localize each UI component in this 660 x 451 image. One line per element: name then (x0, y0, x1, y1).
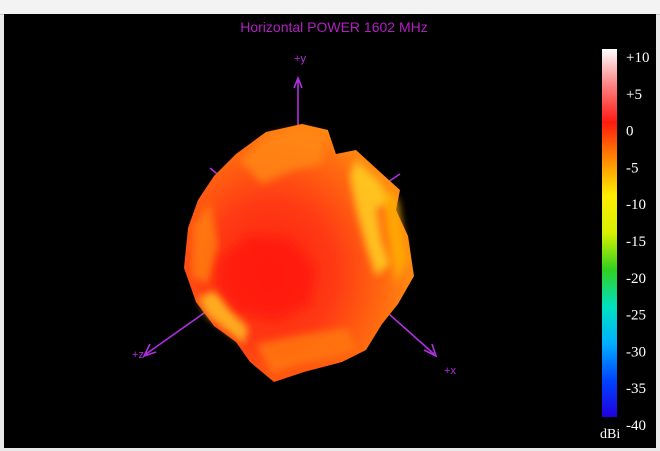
y-axis-arrowhead (293, 75, 303, 89)
colorbar-tick-label: -20 (626, 271, 646, 287)
edge-notch-top (328, 130, 338, 154)
highlight-facet-top (240, 128, 324, 184)
colorbar-tick-label: -15 (626, 234, 646, 250)
yellow-facet-lower-left (198, 290, 248, 344)
axis-label-y: +y (294, 53, 306, 65)
diag-axis-right (387, 173, 401, 183)
colorbar-unit: dBi (600, 427, 620, 442)
colorbar-tick-label: -5 (626, 160, 639, 176)
deep-red-core (216, 236, 316, 320)
colorbar-tick-label: -40 (626, 418, 646, 434)
colorbar-tick-label: +10 (626, 50, 649, 66)
pattern-svg: Horizontal POWER 1602 MHz (132, 19, 649, 442)
yellow-facet-right (350, 160, 392, 276)
orange-facet-left (192, 202, 218, 284)
radiation-pattern-body (184, 124, 414, 382)
axis-label-z: +z (132, 349, 144, 361)
yellow-facet-far-right (384, 190, 408, 284)
colorbar-gradient (602, 49, 617, 417)
colorbar-tick-labels: +10 +5 0 -5 -10 -15 -20 -25 -30 -35 -40 (626, 50, 649, 434)
colorbar-tick-label: -35 (626, 381, 646, 397)
z-axis-line (145, 305, 215, 355)
chart-title: Horizontal POWER 1602 MHz (240, 19, 428, 35)
radiation-pattern-plot: Horizontal POWER 1602 MHz (4, 14, 656, 448)
colorbar-tick-label: -25 (626, 308, 646, 324)
colorbar-tick-label: +5 (626, 87, 642, 103)
z-axis-arrowhead (142, 343, 157, 358)
colorbar: +10 +5 0 -5 -10 -15 -20 -25 -30 -35 -40 dBi (600, 49, 649, 442)
x-axis-arrowhead (423, 343, 438, 358)
colorbar-tick-label: 0 (626, 124, 634, 140)
axis-label-x: +x (444, 365, 456, 377)
colorbar-tick-label: -10 (626, 197, 646, 213)
bright-facet-bottom (256, 328, 356, 374)
window-top-edge (0, 0, 660, 15)
colorbar-tick-label: -30 (626, 344, 646, 360)
